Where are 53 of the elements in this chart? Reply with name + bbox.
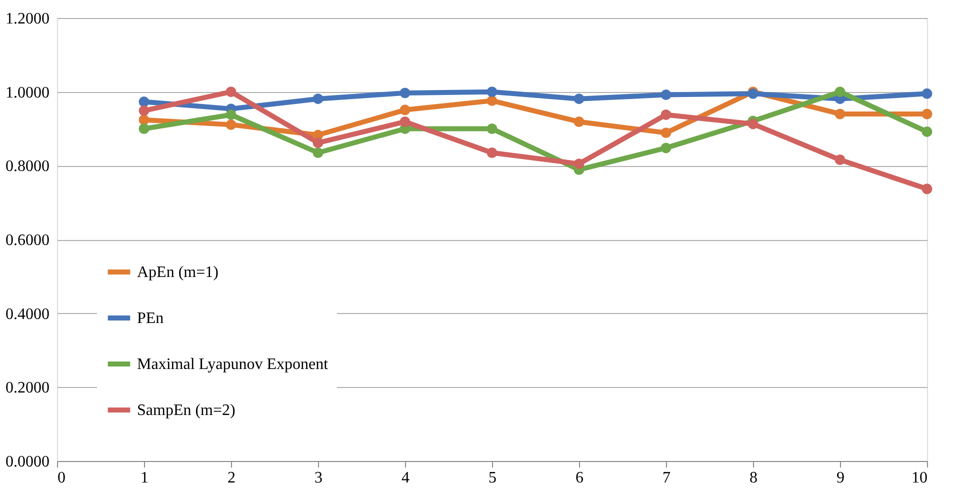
point — [486, 86, 498, 98]
x-tick-label: 3 — [314, 470, 322, 486]
y-tick-label: 0.6000 — [6, 232, 50, 249]
point — [486, 124, 498, 134]
point — [400, 104, 410, 116]
point — [748, 118, 758, 130]
x-tick-label: 8 — [750, 470, 758, 486]
point — [834, 86, 846, 98]
y-tick-label: 0.0000 — [6, 454, 50, 470]
point — [226, 86, 236, 98]
point — [312, 148, 324, 158]
point — [138, 124, 150, 134]
x-tick-label: 7 — [662, 470, 670, 486]
point — [834, 108, 846, 120]
point — [660, 128, 672, 138]
x-tick-label: 4 — [402, 470, 410, 486]
point — [574, 94, 584, 104]
point — [312, 94, 324, 104]
y-tick-label: 0.8000 — [6, 158, 50, 176]
point — [922, 126, 932, 137]
point — [400, 116, 410, 127]
point — [922, 108, 932, 120]
x-tick-label: 6 — [576, 470, 584, 486]
point — [400, 88, 410, 98]
x-tick-label: 1 — [140, 470, 148, 486]
point — [226, 119, 236, 130]
x-tick-label: 10 — [912, 470, 928, 486]
point — [660, 90, 672, 100]
y-tick-label: 0.4000 — [6, 306, 50, 323]
point — [138, 105, 150, 116]
y-tick-label: 1.2000 — [6, 10, 50, 28]
x-tick-label: 0 — [58, 470, 66, 486]
point — [574, 116, 584, 127]
x-tick-label: 9 — [836, 470, 844, 486]
point — [922, 184, 932, 194]
point — [226, 109, 236, 120]
point — [660, 142, 672, 154]
x-tick-label: 2 — [228, 470, 236, 486]
point — [660, 109, 672, 120]
legend-label: SampEn (m=2) — [137, 402, 236, 419]
legend-label: Maximal Lyapunov Exponent — [137, 356, 329, 373]
y-tick-label: 0.2000 — [6, 380, 50, 397]
legend-label: ApEn (m=1) — [137, 264, 218, 281]
point — [486, 148, 498, 158]
point — [486, 95, 498, 106]
point — [138, 96, 150, 108]
y-tick-label: 1.0000 — [6, 84, 50, 102]
point — [834, 154, 846, 165]
point — [922, 88, 932, 99]
legend-label: PEn — [137, 310, 164, 327]
point — [312, 138, 324, 148]
point — [574, 158, 584, 170]
x-tick-label: 5 — [488, 470, 496, 486]
